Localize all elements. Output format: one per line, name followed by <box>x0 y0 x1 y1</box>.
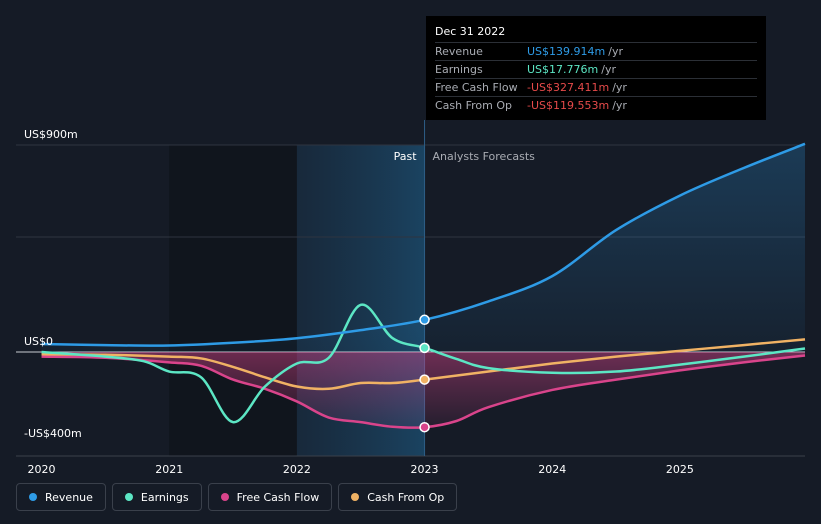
x-tick-label: 2025 <box>666 463 694 476</box>
tooltip-value: US$139.914m <box>527 45 606 58</box>
y-tick-label: US$0 <box>24 335 53 348</box>
past-shade <box>169 145 297 456</box>
marker-cash-from-op <box>419 374 430 385</box>
x-tick-label: 2021 <box>155 463 183 476</box>
legend-item-revenue[interactable]: Revenue <box>16 483 106 511</box>
legend-item-free-cash-flow[interactable]: Free Cash Flow <box>207 483 333 511</box>
y-tick-label: -US$400m <box>24 427 82 440</box>
past-label: Past <box>394 150 418 163</box>
legend-label: Earnings <box>140 490 189 504</box>
tooltip-label: Cash From Op <box>435 99 513 112</box>
y-tick-label: US$900m <box>24 128 78 141</box>
legend-item-earnings[interactable]: Earnings <box>111 483 202 511</box>
tooltip-label: Earnings <box>435 63 483 76</box>
legend-dot-icon <box>124 493 133 501</box>
tooltip-value: -US$119.553m <box>527 99 610 112</box>
tooltip-unit: /yr <box>612 99 627 112</box>
tooltip-label: Revenue <box>435 45 483 58</box>
tooltip-value: -US$327.411m <box>527 81 610 94</box>
x-tick-label: 2020 <box>28 463 56 476</box>
legend: Revenue Earnings Free Cash Flow Cash Fro… <box>16 483 458 511</box>
x-tick-label: 2023 <box>411 463 439 476</box>
tooltip-label: Free Cash Flow <box>435 81 518 94</box>
tooltip-date: Dec 31 2022 <box>435 23 757 43</box>
legend-label: Free Cash Flow <box>236 490 320 504</box>
tooltip-panel: Dec 31 2022 Revenue US$139.914m /yr Earn… <box>426 16 766 120</box>
legend-dot-icon <box>29 493 37 501</box>
legend-item-cash-from-op[interactable]: Cash From Op <box>338 483 458 511</box>
legend-label: Revenue <box>45 490 93 504</box>
revenue-area <box>41 143 805 352</box>
tooltip-row-revenue: Revenue US$139.914m /yr <box>435 43 757 61</box>
legend-label: Cash From Op <box>367 490 445 504</box>
x-tick-label: 2024 <box>538 463 566 476</box>
x-tick-label: 2022 <box>283 463 311 476</box>
tooltip-row-earnings: Earnings US$17.776m /yr <box>435 61 757 79</box>
legend-dot-icon <box>351 493 360 501</box>
marker-earnings <box>419 342 430 354</box>
tooltip-value: US$17.776m <box>527 63 599 76</box>
tooltip-unit: /yr <box>612 81 627 94</box>
legend-dot-icon <box>220 493 229 501</box>
tooltip-row-free-cash-flow: Free Cash Flow -US$327.411m /yr <box>435 79 757 97</box>
forecast-label: Analysts Forecasts <box>433 150 536 163</box>
tooltip-row-cash-from-op: Cash From Op -US$119.553m /yr <box>435 97 757 114</box>
series-line-cash-from-op <box>41 338 806 391</box>
series-line-earnings <box>41 303 806 424</box>
marker-revenue <box>419 314 430 326</box>
tooltip-unit: /yr <box>608 45 623 58</box>
series-line-free-cash-flow <box>41 354 806 429</box>
tooltip-unit: /yr <box>601 63 616 76</box>
marker-free-cash-flow <box>419 421 430 433</box>
chart-area: US$900m US$0 -US$400m 2020 2021 2022 2023 2024 2… <box>16 120 806 476</box>
